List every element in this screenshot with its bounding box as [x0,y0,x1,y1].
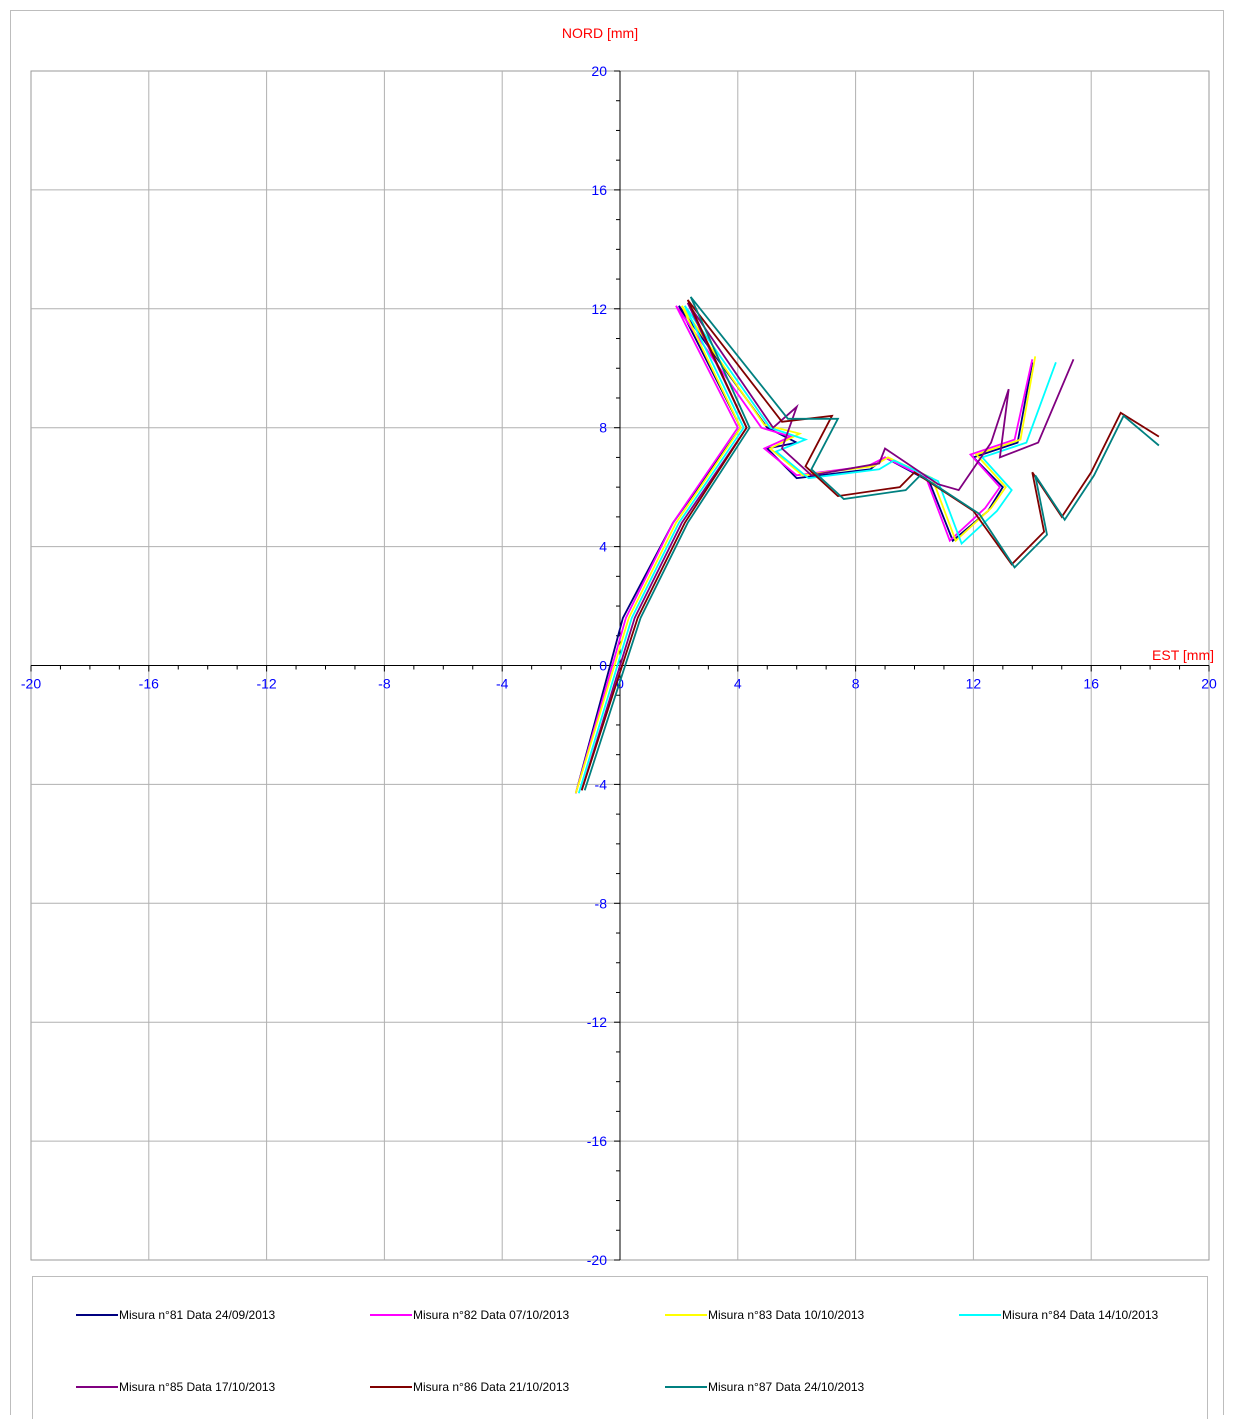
plot-area: -20 -16 -12 -8 -4 0 4 8 12 16 20-20-16-12-8-404812… [21,25,1217,1268]
legend-item: Misura n°85 Data 17/10/2013 [76,1377,275,1397]
y-tick-label: -8 [595,895,608,911]
legend-swatch [665,1314,707,1316]
legend-label: Misura n°82 Data 07/10/2013 [413,1308,570,1322]
x-tick-label: -12 [256,676,276,692]
legend: Misura n°81 Data 24/09/2013 Misura n°82 D… [32,1276,1208,1419]
legend-swatch [370,1314,412,1316]
legend-item: Misura n°83 Data 10/10/2013 [665,1305,864,1325]
tick-labels: -20 -16 -12 -8 -4 0 4 8 12 16 20-20-16-12-8-404812… [21,63,1217,1268]
y-tick-label: 12 [591,301,607,317]
x-tick-label: 4 [734,676,742,692]
legend-label: Misura n°83 Data 10/10/2013 [708,1308,865,1322]
legend-label: Misura n°84 Data 14/10/2013 [1002,1308,1159,1322]
x-tick-label: -8 [378,676,391,692]
series-line-4 [577,305,1057,794]
y-tick-label: -20 [587,1252,607,1268]
y-tick-label: -4 [595,776,608,792]
legend-label: Misura n°85 Data 17/10/2013 [119,1380,276,1394]
legend-item: Misura n°84 Data 14/10/2013 [959,1305,1158,1325]
legend-swatch [76,1386,118,1388]
x-tick-label: -16 [139,676,159,692]
legend-swatch [76,1314,118,1316]
y-tick-label: 4 [599,539,607,555]
y-tick-label: -12 [587,1014,607,1030]
legend-swatch [665,1386,707,1388]
legend-item: Misura n°82 Data 07/10/2013 [370,1305,569,1325]
series-line-7 [583,296,1160,791]
legend-swatch [959,1314,1001,1316]
legend-label: Misura n°86 Data 21/10/2013 [413,1380,570,1394]
y-tick-label: -16 [587,1133,607,1149]
legend-label: Misura n°87 Data 24/10/2013 [708,1380,865,1394]
y-axis-title: NORD [mm] [562,25,638,41]
y-tick-label: 20 [591,63,607,79]
y-tick-label: 8 [599,420,607,436]
x-tick-label: 12 [966,676,982,692]
x-tick-label: 16 [1083,676,1099,692]
x-tick-label: -4 [496,676,509,692]
x-tick-label: 8 [852,676,860,692]
x-tick-label: -20 [21,676,41,692]
series-lines [574,296,1160,794]
y-tick-label: 0 [599,658,607,674]
legend-label: Misura n°81 Data 24/09/2013 [119,1308,276,1322]
legend-item: Misura n°86 Data 21/10/2013 [370,1377,569,1397]
legend-swatch [370,1386,412,1388]
x-tick-label: 20 [1201,676,1217,692]
y-tick-label: 16 [591,182,607,198]
legend-item: Misura n°81 Data 24/09/2013 [76,1305,275,1325]
legend-item: Misura n°87 Data 24/10/2013 [665,1377,864,1397]
x-axis-title: EST [mm] [1152,647,1214,663]
chart-frame [10,10,1224,1415]
